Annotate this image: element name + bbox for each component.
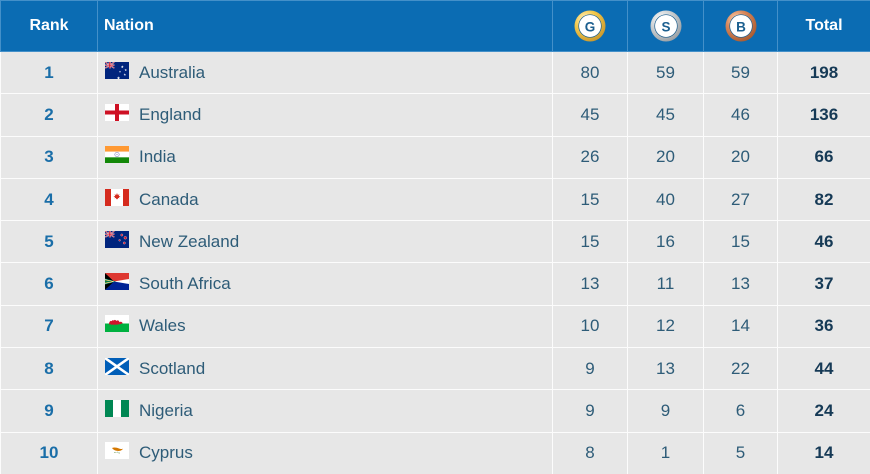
svg-text:S: S: [661, 20, 670, 35]
svg-text:G: G: [585, 20, 596, 35]
svg-text:B: B: [736, 20, 746, 35]
